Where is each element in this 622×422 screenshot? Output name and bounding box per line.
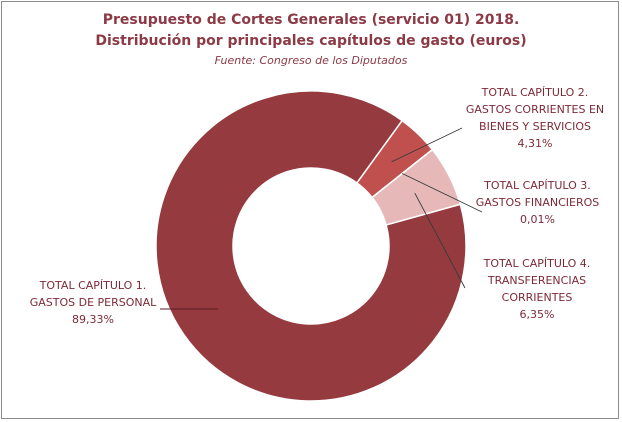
- slice-label-cap2: TOTAL CAPÍTULO 2. GASTOS CORRIENTES EN B…: [460, 84, 610, 152]
- slice-category-cap1: TOTAL CAPÍTULO 1. GASTOS DE PERSONAL: [29, 279, 157, 309]
- slice-label-cap4: TOTAL CAPÍTULO 4. TRANSFERENCIAS CORRIEN…: [466, 255, 608, 323]
- slice-label-cap1: TOTAL CAPÍTULO 1. GASTOS DE PERSONAL 89,…: [28, 277, 158, 328]
- chart-subtitle: Distribución por principales capítulos d…: [95, 33, 527, 49]
- slice-value-cap2: 4,31%: [517, 137, 553, 150]
- slice-category-cap3: TOTAL CAPÍTULO 3. GASTOS FINANCIEROS: [475, 179, 600, 209]
- leader-line-cap3: [402, 173, 483, 213]
- slice-label-cap3: TOTAL CAPÍTULO 3. GASTOS FINANCIEROS 0,0…: [470, 177, 605, 228]
- slice-cap1: [155, 90, 467, 402]
- slice-value-cap4: 6,35%: [519, 308, 555, 321]
- slice-value-cap3: 0,01%: [520, 213, 555, 226]
- chart-title: Presupuesto de Cortes Generales (servici…: [102, 12, 520, 28]
- slice-value-cap1: 89,33%: [72, 313, 114, 326]
- chart-source: Fuente: Congreso de los Diputados: [214, 54, 408, 67]
- leader-line-cap2: [391, 127, 463, 163]
- leader-line-cap4: [414, 192, 466, 289]
- slice-category-cap2: TOTAL CAPÍTULO 2. GASTOS CORRIENTES EN B…: [465, 86, 605, 133]
- slice-category-cap4: TOTAL CAPÍTULO 4. TRANSFERENCIAS CORRIEN…: [483, 257, 591, 304]
